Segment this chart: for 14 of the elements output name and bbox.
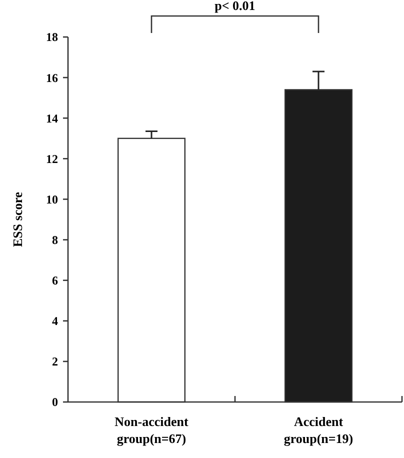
y-tick-label: 14 <box>46 111 58 126</box>
y-tick-label: 2 <box>52 354 58 369</box>
y-axis-title: ESS score <box>10 192 25 248</box>
x-tick-label: Accident group(n=19) <box>284 414 354 446</box>
y-tick-label: 16 <box>46 70 58 85</box>
text: p< 0.01 <box>214 0 256 13</box>
y-tick-label: 8 <box>52 232 58 247</box>
y-tick-label: 12 <box>46 152 58 166</box>
y-tick-label: 18 <box>46 30 58 44</box>
y-tick-label: 6 <box>52 274 58 288</box>
x-tick-label: Non-accident group(n=67) <box>114 414 189 446</box>
y-tick-label: 4 <box>52 314 58 328</box>
y-tick-label: 0 <box>52 395 58 410</box>
y-tick-label: 10 <box>46 192 58 206</box>
